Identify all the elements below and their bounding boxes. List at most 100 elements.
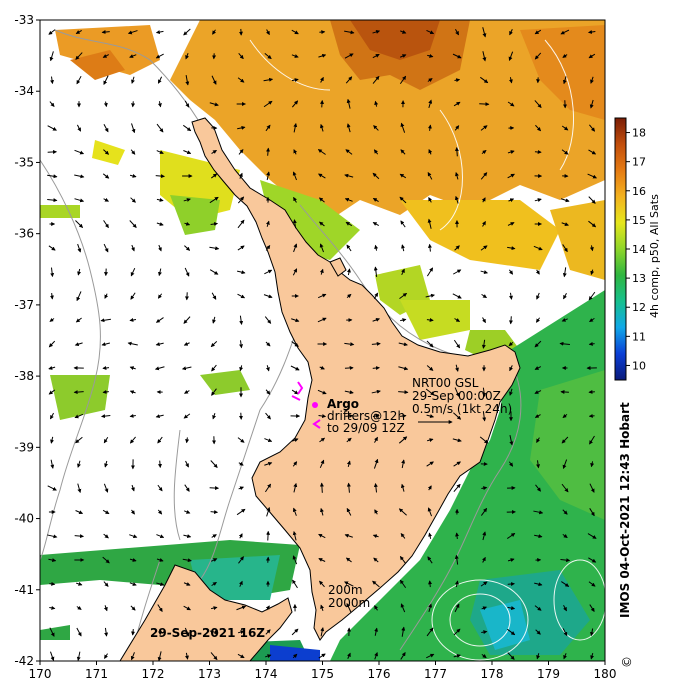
current-vector xyxy=(507,628,516,636)
current-vector xyxy=(130,509,135,515)
current-vector xyxy=(560,198,570,203)
current-vector xyxy=(49,627,55,637)
current-vector xyxy=(346,268,351,276)
current-vector xyxy=(103,149,110,155)
current-vector xyxy=(75,220,84,228)
current-vector xyxy=(426,653,435,659)
current-vector xyxy=(372,222,379,226)
current-vector xyxy=(372,75,380,84)
current-vector xyxy=(320,123,324,132)
current-vector xyxy=(562,459,568,470)
current-vector xyxy=(589,435,595,445)
current-vector xyxy=(103,197,109,202)
current-vector xyxy=(292,530,297,541)
current-vector xyxy=(428,603,433,613)
current-vector xyxy=(588,53,596,59)
current-vector xyxy=(131,101,136,108)
current-vector xyxy=(237,293,246,299)
current-vector xyxy=(183,124,192,132)
current-vector xyxy=(480,125,488,131)
current-vector xyxy=(211,534,217,539)
current-vector xyxy=(293,482,298,493)
current-vector xyxy=(76,291,82,302)
current-vector xyxy=(47,198,58,203)
current-vector xyxy=(156,123,164,133)
current-vector xyxy=(76,627,82,637)
current-vector xyxy=(400,30,407,34)
current-vector xyxy=(535,124,542,132)
current-vector xyxy=(183,413,191,419)
current-vector xyxy=(50,267,55,278)
current-vector xyxy=(47,485,57,491)
current-vector xyxy=(563,605,567,612)
credit-text: IMOS 04-Oct-2021 12:43 Hobart xyxy=(618,402,632,618)
current-vector xyxy=(101,342,111,347)
current-vector xyxy=(184,245,191,251)
current-vector xyxy=(427,171,433,180)
current-vector xyxy=(345,221,353,227)
current-vector xyxy=(131,484,135,492)
current-vector xyxy=(50,651,55,661)
current-vector xyxy=(374,627,379,636)
current-vector xyxy=(48,340,56,348)
current-vector xyxy=(291,78,299,82)
current-vector xyxy=(266,171,271,181)
drifter-tracks xyxy=(291,381,321,429)
current-vector xyxy=(185,437,190,444)
current-vector xyxy=(211,75,217,85)
current-vector xyxy=(509,388,513,396)
current-vector xyxy=(428,149,433,155)
current-vector xyxy=(265,605,270,611)
current-vector xyxy=(371,389,381,394)
current-vector xyxy=(292,555,298,565)
current-vector xyxy=(534,52,542,60)
current-vector xyxy=(264,483,272,493)
current-vector xyxy=(155,53,164,59)
current-vector xyxy=(561,581,570,587)
current-vector xyxy=(50,412,54,420)
current-vector xyxy=(49,581,56,586)
colorbar-ticks: 10 11 12 13 14 15 16 17 18 xyxy=(626,127,646,372)
current-vector xyxy=(454,125,460,131)
current-vector xyxy=(212,316,216,324)
current-vector xyxy=(320,76,324,83)
x-tick-label: 180 xyxy=(594,667,617,681)
current-vector xyxy=(157,76,163,84)
current-vector xyxy=(398,366,409,371)
current-vector xyxy=(426,29,435,35)
current-vector xyxy=(346,293,352,299)
current-vector xyxy=(482,220,486,227)
current-vector xyxy=(158,460,162,469)
current-vector xyxy=(590,269,595,276)
current-vector xyxy=(481,486,488,491)
x-tick-label: 176 xyxy=(368,667,391,681)
current-vector xyxy=(561,222,569,226)
current-vector xyxy=(480,245,488,251)
current-vector xyxy=(452,438,462,443)
current-vector xyxy=(129,54,137,58)
current-vector xyxy=(237,196,245,204)
current-vector xyxy=(239,340,244,349)
current-vector xyxy=(264,316,272,324)
current-vector xyxy=(237,630,245,635)
current-vector xyxy=(291,54,299,58)
current-vector xyxy=(427,218,432,229)
current-vector xyxy=(266,29,270,36)
current-vector xyxy=(102,173,110,179)
current-vector xyxy=(535,269,540,275)
current-vector xyxy=(562,413,568,419)
current-vector xyxy=(479,436,489,444)
current-vectors xyxy=(47,27,597,661)
current-vector xyxy=(588,291,596,301)
current-vector xyxy=(183,198,191,202)
current-vector xyxy=(588,220,597,228)
current-vector xyxy=(291,438,299,442)
current-vector xyxy=(183,316,191,324)
current-vector xyxy=(562,76,567,85)
current-vector xyxy=(374,100,379,107)
current-vector xyxy=(155,174,165,179)
x-tick-label: 179 xyxy=(537,667,560,681)
current-vector xyxy=(560,29,570,35)
current-vector xyxy=(184,221,191,226)
